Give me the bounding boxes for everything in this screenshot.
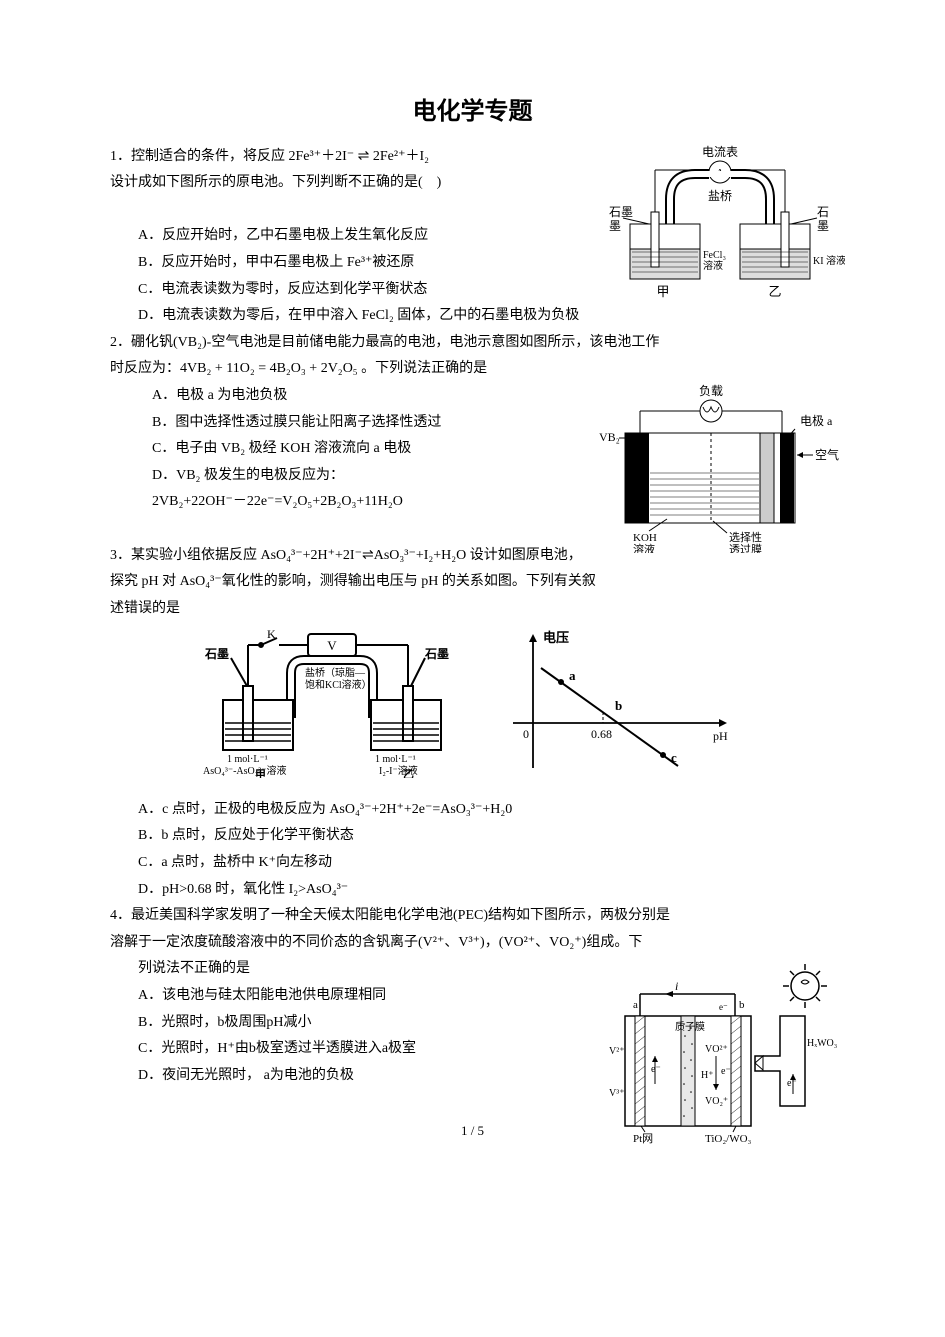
q4-num: 4． [110, 908, 131, 923]
svg-text:电压: 电压 [543, 630, 569, 645]
svg-text:TiO₂/WO₃: TiO₂/WO₃ [705, 1133, 752, 1145]
q3-num: 3． [110, 548, 131, 563]
question-3: 3．某实验小组依据反应 AsO₄³⁻+2H⁺+2I⁻⇌AsO₃³⁻+I₂+H₂O… [110, 543, 835, 904]
svg-text:e⁻: e⁻ [719, 1002, 728, 1012]
q1-optD: D．电流表读数为零后，在甲中溶入 FeCl₂ 固体，乙中的石墨电极为负极 [110, 303, 835, 330]
svg-text:HₓWO₃: HₓWO₃ [807, 1038, 837, 1049]
svg-text:VO₂⁺: VO₂⁺ [705, 1096, 728, 1107]
q3-stem1: 某实验小组依据反应 AsO₄³⁻+2H⁺+2I⁻⇌AsO₃³⁻+I₂+H₂O 设… [131, 548, 582, 563]
q1-stem1: 控制适合的条件，将反应 2Fe³⁺＋2I⁻ ⇌ 2Fe²⁺＋I₂ [131, 149, 429, 164]
svg-text:b: b [615, 698, 622, 713]
q3-figure-right: 电压 pH 0 a b c 0.68 [503, 628, 743, 789]
question-4: 4．最近美国科学家发明了一种全天候太阳能电化学电池(PEC)结构如下图所示，两极… [110, 903, 835, 1089]
svg-text:VB₂: VB₂ [599, 430, 620, 444]
svg-text:b: b [739, 999, 745, 1011]
svg-text:甲: 甲 [255, 768, 266, 778]
svg-text:a: a [569, 668, 576, 683]
question-1: 电流表 A 盐桥 石墨墨 石墨 FeCl₃溶液 [110, 144, 835, 330]
q2-figure: 负载 VB₂ [585, 383, 845, 553]
svg-text:0: 0 [523, 727, 529, 741]
svg-text:1 mol·L⁻¹: 1 mol·L⁻¹ [375, 754, 416, 765]
q3-stem3: 述错误的是 [110, 596, 835, 623]
q3-optB: B．b 点时，反应处于化学平衡状态 [110, 823, 835, 850]
svg-text:溶液: 溶液 [703, 259, 723, 272]
svg-text:V: V [327, 638, 337, 653]
q1-num: 1． [110, 149, 131, 164]
q4-stem1: 最近美国科学家发明了一种全天候太阳能电化学电池(PEC)结构如下图所示，两极分别… [131, 908, 670, 923]
svg-text:c: c [671, 750, 677, 765]
q3-optA: A．c 点时，正极的电极反应为 AsO₄³⁻+2H⁺+2e⁻=AsO₃³⁻+H₂… [110, 797, 835, 824]
svg-text:墨: 墨 [817, 219, 829, 233]
svg-text:空气: 空气 [815, 447, 839, 462]
q4-stem2: 溶解于一定浓度硫酸溶液中的不同价态的含钒离子(V²⁺、V³⁺)，(VO²⁺、VO… [110, 930, 835, 957]
svg-text:Pt网: Pt网 [633, 1133, 653, 1145]
svg-text:0.68: 0.68 [591, 727, 612, 741]
svg-text:乙: 乙 [403, 768, 414, 778]
q3-figure-left: V K 盐桥（琼脂— 饱和KCl溶液） [203, 628, 463, 789]
q1-figure: 电流表 A 盐桥 石墨墨 石墨 FeCl₃溶液 [595, 144, 845, 304]
svg-text:1 mol·L⁻¹: 1 mol·L⁻¹ [227, 754, 268, 765]
svg-text:a: a [633, 999, 638, 1011]
svg-text:饱和KCl溶液）: 饱和KCl溶液） [305, 678, 372, 691]
svg-text:VO²⁺: VO²⁺ [705, 1044, 728, 1055]
svg-text:墨: 墨 [609, 219, 621, 233]
svg-text:V²⁺: V²⁺ [609, 1046, 625, 1057]
page-title: 电化学专题 [110, 90, 835, 136]
svg-text:质子膜: 质子膜 [675, 1021, 705, 1033]
question-2: 2．硼化钒(VB₂)-空气电池是目前储电能力最高的电池，电池示意图如图所示，该电… [110, 330, 835, 516]
svg-text:盐桥（琼脂—: 盐桥（琼脂— [305, 666, 366, 679]
svg-text:乙: 乙 [768, 284, 781, 299]
svg-text:石墨: 石墨 [204, 647, 229, 661]
q2-stem2: 时反应为：4VB₂ + 11O₂ = 4B₂O₃ + 2V₂O₅ 。下列说法正确… [110, 356, 835, 383]
svg-text:e⁻: e⁻ [651, 1064, 661, 1075]
q3-optC: C．a 点时，盐桥中 K⁺向左移动 [110, 850, 835, 877]
svg-text:负载: 负载 [699, 384, 723, 398]
svg-text:石: 石 [817, 205, 829, 219]
q2-stem1: 硼化钒(VB₂)-空气电池是目前储电能力最高的电池，电池示意图如图所示，该电池工… [131, 335, 659, 350]
svg-text:电极 a: 电极 a [800, 414, 833, 428]
q3-optD: D．pH>0.68 时，氧化性 I₂>AsO₄³⁻ [110, 877, 835, 904]
svg-text:AsO₄³⁻-AsO₃³⁻溶液: AsO₄³⁻-AsO₃³⁻溶液 [203, 764, 287, 777]
q4-figure: i a b 质子膜 V²⁺ V³⁺ e⁻ [605, 956, 845, 1156]
svg-text:甲: 甲 [656, 284, 669, 299]
svg-text:pH: pH [713, 729, 728, 743]
svg-text:V³⁺: V³⁺ [609, 1088, 625, 1099]
svg-text:FeCl₃: FeCl₃ [703, 250, 726, 261]
q2-num: 2． [110, 335, 131, 350]
svg-text:i: i [675, 979, 678, 993]
svg-text:石墨: 石墨 [609, 205, 633, 219]
svg-text:e⁻: e⁻ [721, 1066, 731, 1077]
svg-text:KI 溶液: KI 溶液 [813, 254, 845, 267]
svg-text:石墨: 石墨 [424, 647, 449, 661]
ammeter-label: 电流表 [702, 145, 738, 159]
q3-stem2: 探究 pH 对 AsO₄³⁻氧化性的影响，测得输出电压与 pH 的关系如图。下列… [110, 569, 835, 596]
svg-text:盐桥: 盐桥 [708, 189, 732, 203]
svg-text:H⁺: H⁺ [701, 1070, 714, 1081]
